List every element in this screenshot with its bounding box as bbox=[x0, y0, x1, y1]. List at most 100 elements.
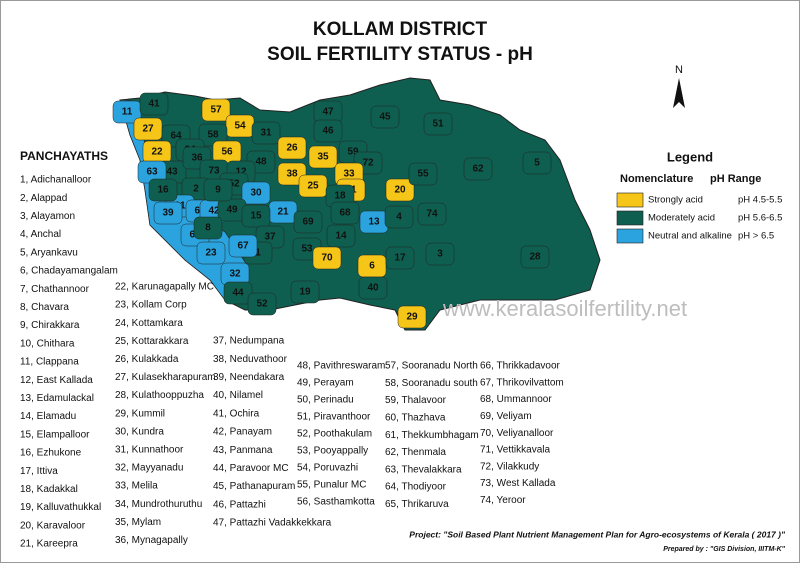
region-label: 3 bbox=[437, 249, 443, 260]
panchayath: 46, Pattazhi bbox=[213, 499, 266, 510]
panchayath: 22, Karunagapally MC bbox=[115, 282, 214, 293]
panchayath: 53, Pooyappally bbox=[297, 446, 368, 457]
region-label: 51 bbox=[432, 119, 444, 130]
region bbox=[370, 105, 400, 129]
panchayath: 23, Kollam Corp bbox=[115, 300, 187, 311]
panchayath: 17, Ittiva bbox=[20, 466, 58, 477]
region-label: 46 bbox=[322, 126, 334, 137]
panchayath: 36, Mynagapally bbox=[115, 535, 188, 546]
panchayath: 57, Sooranadu North bbox=[385, 361, 478, 372]
project-credit: Project: "Soil Based Plant Nutrient Mana… bbox=[409, 529, 786, 539]
panchayath: 65, Thrikaruva bbox=[385, 499, 449, 510]
panchayath: 61, Thekkumbhagam bbox=[385, 430, 479, 441]
region-label: 28 bbox=[529, 252, 541, 263]
region bbox=[251, 121, 281, 145]
panchayath: 47, Pattazhi Vadakkekkara bbox=[213, 518, 332, 529]
region-label: 70 bbox=[321, 253, 333, 264]
region-label: 49 bbox=[226, 205, 238, 216]
legend-range: pH 5.6-6.5 bbox=[738, 213, 782, 224]
region-label: 38 bbox=[286, 169, 298, 180]
panchayath: 43, Panmana bbox=[213, 445, 273, 456]
region bbox=[298, 174, 328, 198]
legend: Legend Nomenclature pH Range Strongly ac… bbox=[616, 149, 782, 244]
region-label: 47 bbox=[322, 107, 334, 118]
panchayath: 20, Karavaloor bbox=[20, 520, 86, 531]
panchayath: 15, Elampalloor bbox=[20, 429, 90, 440]
region bbox=[312, 246, 342, 270]
legend-swatch bbox=[616, 192, 644, 208]
region bbox=[417, 202, 447, 226]
region-label: 42 bbox=[208, 206, 220, 217]
panchayath: 67, Thrikovilvattom bbox=[480, 377, 564, 388]
region-label: 19 bbox=[299, 287, 311, 298]
region-label: 35 bbox=[317, 152, 329, 163]
region-label: 67 bbox=[237, 241, 249, 252]
panchayath: 31, Kunnathoor bbox=[115, 445, 184, 456]
panchayath: 33, Melila bbox=[115, 481, 158, 492]
panchayath: 11, Clappana bbox=[20, 357, 79, 368]
north-label: N bbox=[675, 64, 683, 76]
region-label: 14 bbox=[335, 231, 347, 242]
region-label: 29 bbox=[406, 312, 418, 323]
region-label: 33 bbox=[343, 169, 355, 180]
legend-range: pH 4.5-5.5 bbox=[738, 195, 782, 206]
panchayath: 27, Kulasekharapuram bbox=[115, 372, 216, 383]
region-label: 22 bbox=[151, 147, 163, 158]
panchayath: 14, Elamadu bbox=[20, 411, 76, 422]
region-label: 30 bbox=[250, 188, 262, 199]
panchayath: 39, Neendakara bbox=[213, 372, 285, 383]
region-label: 1 bbox=[255, 248, 261, 259]
region-label: 57 bbox=[210, 105, 222, 116]
panchayath: 45, Pathanapuram bbox=[213, 481, 295, 492]
panchayath: 5, Aryankavu bbox=[20, 247, 78, 258]
region bbox=[153, 201, 183, 225]
region bbox=[425, 242, 455, 266]
region-label: 6 bbox=[369, 261, 375, 272]
panchayath: 13, Edamulackal bbox=[20, 393, 94, 404]
region-label: 62 bbox=[472, 164, 484, 175]
region-label: 53 bbox=[301, 244, 313, 255]
panchayath: 63, Thevalakkara bbox=[385, 464, 462, 475]
region bbox=[423, 112, 453, 136]
region bbox=[385, 178, 415, 202]
region-label: 59 bbox=[347, 147, 359, 158]
region-label: 48 bbox=[255, 157, 267, 168]
arrow bbox=[673, 78, 685, 108]
panchayath: 7, Chathannoor bbox=[20, 284, 90, 295]
region-label: 69 bbox=[302, 217, 314, 228]
watermark: www.keralasoilfertility.net bbox=[442, 296, 687, 321]
panchayath: 70, Veliyanalloor bbox=[480, 428, 554, 439]
panchayath: 50, Perinadu bbox=[297, 395, 354, 406]
region-label: 44 bbox=[232, 288, 244, 299]
panchayath: 25, Kottarakkara bbox=[115, 336, 189, 347]
region-label: 23 bbox=[205, 248, 217, 259]
region-label: 27 bbox=[142, 124, 154, 135]
panchayath: 52, Poothakulam bbox=[297, 429, 372, 440]
region-label: 40 bbox=[367, 283, 379, 294]
region bbox=[384, 205, 414, 229]
region bbox=[277, 136, 307, 160]
panchayath: 59, Thalavoor bbox=[385, 395, 447, 406]
panchayath: 72, Vilakkudy bbox=[480, 461, 539, 472]
region-label: 39 bbox=[162, 208, 174, 219]
panchayath: 3, Alayamon bbox=[20, 211, 75, 222]
region-label: 18 bbox=[334, 191, 346, 202]
region-label: 12 bbox=[235, 167, 247, 178]
panchayath: 62, Thenmala bbox=[385, 447, 446, 458]
legend-items: Strongly acid pH 4.5-5.5 Moderately acid pH… bbox=[616, 192, 782, 244]
region-label: 54 bbox=[234, 121, 246, 132]
panchayath: 30, Kundra bbox=[115, 426, 164, 437]
panchayath: 10, Chithara bbox=[20, 338, 75, 349]
region bbox=[228, 234, 258, 258]
region bbox=[313, 119, 343, 143]
region bbox=[385, 246, 415, 270]
region bbox=[308, 145, 338, 169]
region-label: 52 bbox=[228, 179, 240, 190]
region bbox=[463, 157, 493, 181]
region bbox=[148, 178, 178, 202]
region bbox=[330, 201, 360, 225]
region-label: 55 bbox=[417, 169, 429, 180]
region-label: 8 bbox=[205, 223, 211, 234]
panchayath: 28, Kulathooppuzha bbox=[115, 390, 204, 401]
region bbox=[241, 204, 271, 228]
